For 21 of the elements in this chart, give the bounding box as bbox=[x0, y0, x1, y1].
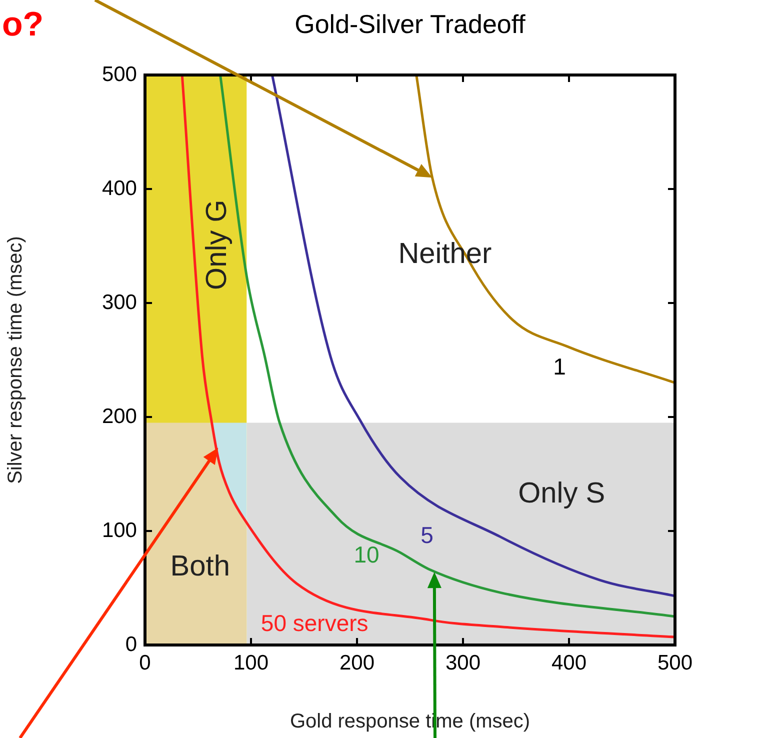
y-axis-title: Silver response time (msec) bbox=[4, 236, 27, 484]
x-tick-label: 400 bbox=[551, 651, 587, 674]
series-label: 5 bbox=[420, 522, 434, 548]
annotation: Only G bbox=[201, 200, 234, 290]
series-label: 10 bbox=[354, 541, 380, 568]
y-tick-label: 300 bbox=[102, 290, 137, 314]
y-tick-label: 500 bbox=[102, 62, 137, 86]
y-tick-label: 100 bbox=[102, 518, 137, 542]
y-tick-label: 400 bbox=[102, 176, 137, 200]
x-tick-label: 200 bbox=[339, 651, 375, 674]
text: o? bbox=[2, 5, 44, 44]
x-tick-label: 300 bbox=[445, 651, 481, 674]
chart-title: Gold-Silver Tradeoff bbox=[294, 9, 526, 40]
y-tick-label: 200 bbox=[102, 404, 137, 428]
annotation: Only S bbox=[518, 478, 606, 510]
annotation: Both bbox=[170, 550, 230, 582]
x-tick-label: 100 bbox=[233, 651, 269, 674]
series-label: 1 bbox=[553, 353, 566, 380]
series-label: 50 servers bbox=[260, 610, 368, 636]
y-tick-label: 0 bbox=[125, 632, 137, 656]
x-tick-label: 500 bbox=[657, 651, 693, 674]
